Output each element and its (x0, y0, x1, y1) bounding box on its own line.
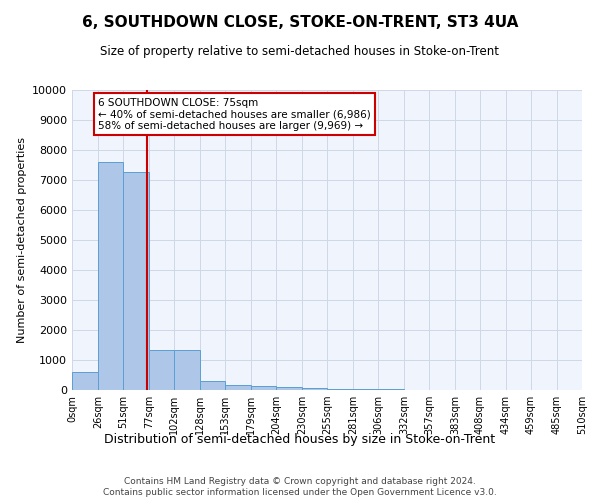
Bar (302, 388, 327, 390)
Bar (98, 162, 123, 390)
Bar (353, 389, 378, 390)
Text: Distribution of semi-detached houses by size in Stoke-on-Trent: Distribution of semi-detached houses by … (104, 432, 496, 446)
Bar (149, 350, 174, 390)
Bar (123, 172, 149, 390)
Text: 6 SOUTHDOWN CLOSE: 75sqm
← 40% of semi-detached houses are smaller (6,986)
58% o: 6 SOUTHDOWN CLOSE: 75sqm ← 40% of semi-d… (98, 98, 371, 130)
Bar (174, 350, 200, 390)
Text: Contains HM Land Registry data © Crown copyright and database right 2024.
Contai: Contains HM Land Registry data © Crown c… (103, 478, 497, 497)
Y-axis label: Number of semi-detached properties: Number of semi-detached properties (17, 137, 26, 343)
Bar (327, 388, 353, 390)
Text: Size of property relative to semi-detached houses in Stoke-on-Trent: Size of property relative to semi-detach… (101, 45, 499, 58)
Bar (72, 372, 98, 390)
Bar (276, 387, 302, 390)
Bar (200, 381, 225, 390)
Text: 6, SOUTHDOWN CLOSE, STOKE-ON-TRENT, ST3 4UA: 6, SOUTHDOWN CLOSE, STOKE-ON-TRENT, ST3 … (82, 15, 518, 30)
Bar (225, 384, 251, 390)
Bar (251, 386, 276, 390)
